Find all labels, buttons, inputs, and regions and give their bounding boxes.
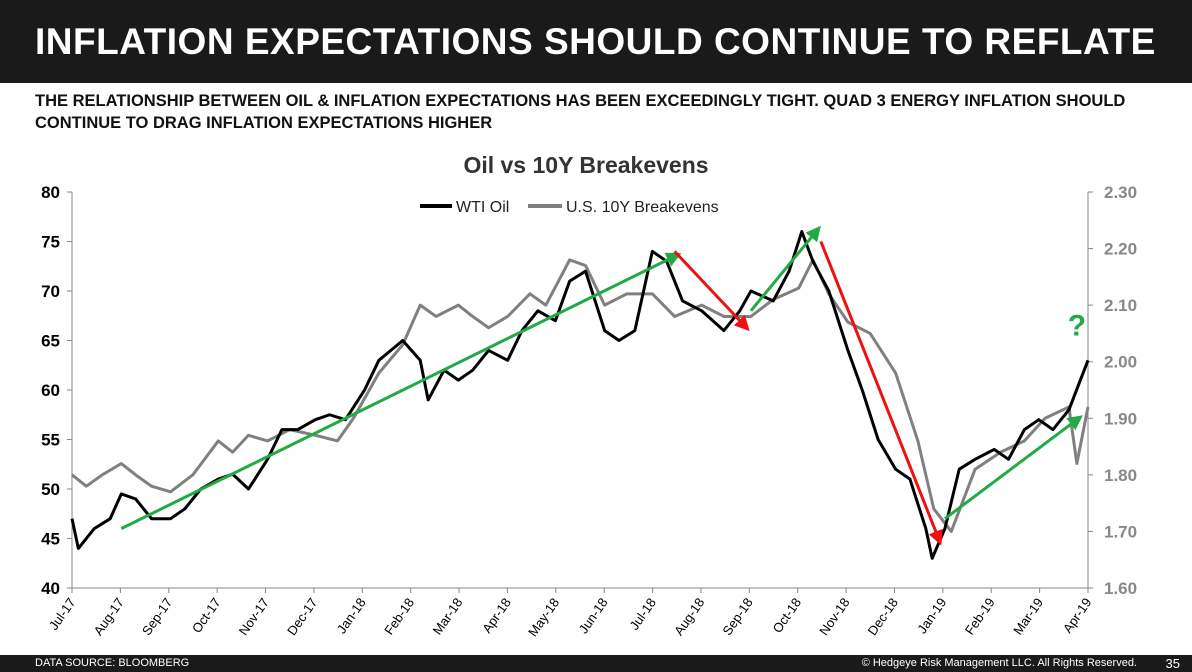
- left-tick-label: 45: [41, 530, 60, 549]
- right-tick-label: 1.90: [1104, 409, 1137, 428]
- red-trend-arrow: [673, 250, 750, 332]
- chart-title: Oil vs 10Y Breakevens: [463, 152, 708, 178]
- x-tick-label: Apr-19: [1060, 595, 1095, 636]
- x-tick-label: Nov-17: [236, 595, 272, 638]
- x-tick-label: Jul-18: [626, 595, 659, 633]
- left-tick-label: 65: [41, 332, 60, 351]
- x-tick-label: Aug-17: [91, 595, 127, 638]
- x-tick-label: Oct-17: [189, 595, 224, 636]
- x-tick-label: Sep-17: [139, 595, 175, 638]
- right-tick-label: 2.10: [1104, 296, 1137, 315]
- x-tick-label: Jun-18: [576, 595, 611, 636]
- right-tick-label: 1.60: [1104, 579, 1137, 598]
- green-trend-arrow: [749, 225, 821, 312]
- right-tick-label: 2.20: [1104, 240, 1137, 259]
- x-tick-label: Aug-18: [671, 595, 707, 638]
- left-tick-label: 50: [41, 480, 60, 499]
- left-tick-label: 80: [41, 183, 60, 202]
- x-tick-label: Oct-18: [770, 595, 805, 636]
- x-tick-label: Jan-18: [334, 595, 369, 636]
- left-tick-label: 75: [41, 233, 60, 252]
- x-tick-label: Nov-18: [816, 595, 852, 638]
- left-tick-label: 40: [41, 579, 60, 598]
- x-tick-label: Feb-18: [381, 595, 417, 637]
- left-tick-label: 60: [41, 381, 60, 400]
- right-tick-label: 2.00: [1104, 353, 1137, 372]
- right-tick-label: 2.30: [1104, 183, 1137, 202]
- x-tick-label: Sep-18: [719, 595, 755, 638]
- breakevens-line: [71, 258, 1090, 533]
- x-tick-label: Jan-19: [914, 595, 949, 636]
- x-tick-label: May-18: [525, 595, 562, 639]
- x-tick-label: Mar-18: [430, 595, 466, 637]
- x-tick-label: Jul-17: [46, 595, 79, 633]
- page-number: 35: [1165, 656, 1180, 671]
- left-tick-label: 55: [41, 431, 60, 450]
- legend-label-breakevens: U.S. 10Y Breakevens: [566, 199, 719, 216]
- copyright: © Hedgeye Risk Management LLC. All Right…: [861, 657, 1137, 669]
- green-trend-arrow: [120, 252, 682, 530]
- x-tick-label: Dec-17: [284, 595, 320, 638]
- x-tick-label: Mar-19: [1010, 595, 1046, 637]
- question-mark-annotation: ?: [1068, 310, 1086, 343]
- footer: DATA SOURCE: BLOOMBERG © Hedgeye Risk Ma…: [0, 655, 1192, 672]
- legend: WTI Oil U.S. 10Y Breakevens: [420, 199, 719, 216]
- slide-subtitle: THE RELATIONSHIP BETWEEN OIL & INFLATION…: [35, 92, 1126, 132]
- x-tick-label: Feb-19: [962, 595, 998, 637]
- right-tick-label: 1.80: [1104, 466, 1137, 485]
- legend-label-oil: WTI Oil: [456, 199, 509, 216]
- x-tick-label: Dec-18: [865, 595, 901, 638]
- green-trend-arrow: [944, 415, 1083, 520]
- chart: Oil vs 10Y Breakevens WTI Oil U.S. 10Y B…: [41, 152, 1137, 639]
- data-source: DATA SOURCE: BLOOMBERG: [35, 657, 190, 669]
- slide-title: INFLATION EXPECTATIONS SHOULD CONTINUE T…: [0, 0, 1192, 83]
- x-tick-label: Apr-18: [479, 595, 514, 636]
- left-tick-label: 70: [41, 282, 60, 301]
- right-tick-label: 1.70: [1104, 522, 1137, 541]
- red-trend-arrow: [819, 240, 943, 546]
